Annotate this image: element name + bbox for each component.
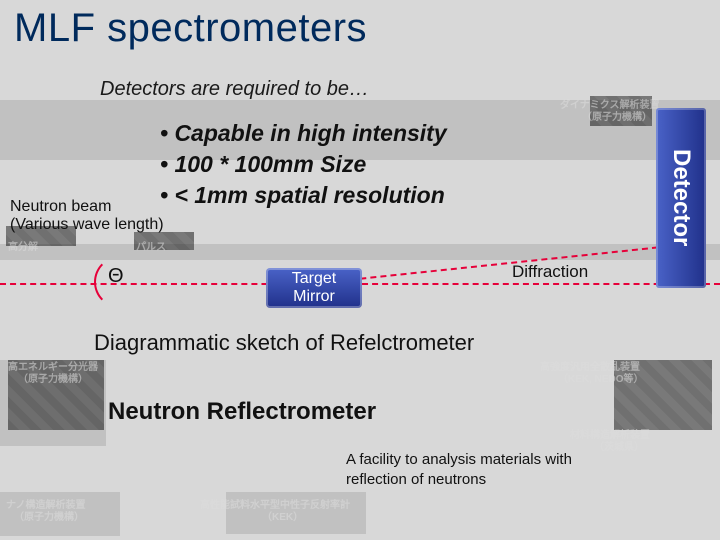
bg-faint-label: ナノ構造解析装置 — [6, 500, 86, 512]
slide-title: MLF spectrometers — [14, 6, 367, 51]
target-label-top: Target — [266, 270, 362, 288]
bg-faint-label: 高分解 — [8, 242, 38, 254]
diffraction-label: Diffraction — [512, 262, 588, 282]
facility-description: A facility to analysis materials with re… — [346, 450, 572, 489]
bg-faint-label: （原子力機構） — [582, 112, 652, 124]
slide-root: ダイナミクス解析装置（原子力機構）高エネルギー分光器（原子力機構）高強度汎用全散… — [0, 0, 720, 540]
bg-faint-label: （原子力機構） — [14, 512, 84, 524]
facility-line2: reflection of neutrons — [346, 470, 572, 490]
bullet-1: • Capable in high intensity — [160, 118, 447, 149]
bg-faint-label: 高強度汎用全散乱装置 — [540, 362, 640, 374]
bullet-3: • < 1mm spatial resolution — [160, 180, 447, 211]
neutron-beam-label: Neutron beam (Various wave length) — [10, 198, 164, 234]
theta-arc — [94, 256, 146, 308]
bg-faint-label: （KEK, NEDO等） — [558, 374, 644, 386]
bg-faint-label: 高エネルギー分光器 — [8, 362, 98, 374]
target-mirror-box: Target Mirror — [266, 268, 362, 308]
facility-line1: A facility to analysis materials with — [346, 450, 572, 470]
target-label-bottom: Mirror — [266, 288, 362, 306]
bg-faint-label: 高性能試料水平型中性子反射率計 — [200, 500, 350, 512]
bg-faint-label: （原子力機構） — [18, 374, 88, 386]
neutron-beam-line1: Neutron beam — [10, 198, 164, 216]
bg-faint-label: 材料構造解析装置 — [570, 430, 650, 442]
bullet-2: • 100 * 100mm Size — [160, 149, 447, 180]
detectors-subtitle: Detectors are required to be… — [100, 78, 369, 101]
bg-faint-label: ダイナミクス解析装置 — [560, 100, 660, 112]
bg-faint-label: （茨城県） — [594, 442, 644, 454]
bg-faint-label: パルス — [136, 242, 166, 254]
diagram-sketch-caption: Diagrammatic sketch of Refelctrometer — [94, 330, 474, 356]
reflectrometer-title: Neutron Reflectrometer — [108, 398, 376, 426]
requirements-bullets: • Capable in high intensity • 100 * 100m… — [160, 118, 447, 211]
bg-faint-label: （KEK） — [262, 512, 303, 524]
neutron-beam-line2: (Various wave length) — [10, 216, 164, 234]
detector-box: Detector — [656, 108, 706, 288]
detector-label: Detector — [667, 149, 695, 246]
